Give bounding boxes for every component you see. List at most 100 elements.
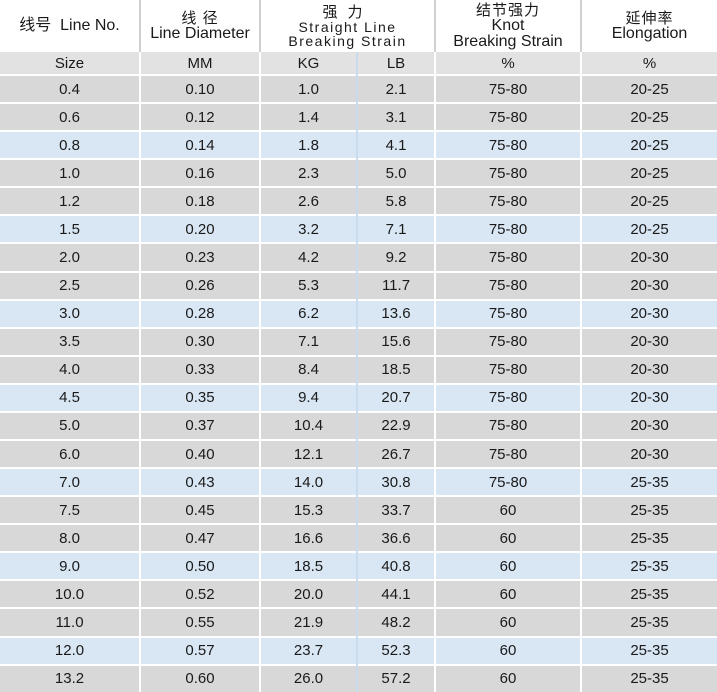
cell-elongation: 25-35 (581, 551, 717, 581)
cell-elongation: 20-25 (581, 214, 717, 244)
cell-knot-strength: 75-80 (435, 270, 582, 300)
cell-knot-strength: 60 (435, 523, 582, 553)
table-row: 0.4 0.10 1.0 2.1 75-80 20-25 (0, 73, 717, 104)
cell-elongation: 20-30 (581, 382, 717, 412)
cell-strength-lb: 2.1 (357, 73, 436, 104)
cell-diameter-mm: 0.18 (140, 186, 261, 216)
cell-knot-strength: 75-80 (435, 382, 582, 412)
cell-diameter-mm: 0.10 (140, 73, 261, 104)
cell-elongation: 25-35 (581, 495, 717, 525)
cell-strength-lb: 5.8 (357, 186, 436, 216)
cell-size: 7.0 (0, 467, 141, 497)
cell-strength-lb: 44.1 (357, 579, 436, 609)
cell-size: 1.0 (0, 158, 141, 188)
table-row: 0.6 0.12 1.4 3.1 75-80 20-25 (0, 102, 717, 132)
cell-knot-strength: 60 (435, 551, 582, 581)
cell-knot-strength: 60 (435, 607, 582, 637)
cell-elongation: 20-30 (581, 354, 717, 384)
cell-elongation: 20-30 (581, 270, 717, 300)
cell-strength-kg: 7.1 (260, 326, 358, 356)
cell-size: 3.5 (0, 326, 141, 356)
cell-strength-lb: 9.2 (357, 242, 436, 272)
unit-mm: MM (140, 52, 261, 75)
cell-elongation: 25-35 (581, 663, 717, 692)
table-row: 1.2 0.18 2.6 5.8 75-80 20-25 (0, 186, 717, 216)
cell-strength-lb: 40.8 (357, 551, 436, 581)
unit-kg: KG (260, 52, 358, 75)
cell-diameter-mm: 0.37 (140, 410, 261, 441)
cell-strength-kg: 2.3 (260, 158, 358, 188)
cell-diameter-mm: 0.50 (140, 551, 261, 581)
cell-knot-strength: 75-80 (435, 467, 582, 497)
header-elong-en: Elongation (611, 24, 688, 42)
table-row: 9.0 0.50 18.5 40.8 60 25-35 (0, 551, 717, 581)
cell-strength-lb: 33.7 (357, 495, 436, 525)
cell-diameter-mm: 0.26 (140, 270, 261, 300)
cell-strength-kg: 9.4 (260, 382, 358, 412)
cell-knot-strength: 60 (435, 663, 582, 692)
units-row: Size MM KG LB % % (0, 52, 717, 75)
cell-knot-strength: 75-80 (435, 439, 582, 469)
header-line-diameter: 线 径 Line Diameter (140, 0, 261, 52)
table-row: 8.0 0.47 16.6 36.6 60 25-35 (0, 523, 717, 553)
cell-elongation: 20-30 (581, 439, 717, 469)
unit-size: Size (0, 52, 141, 75)
cell-knot-strength: 75-80 (435, 410, 582, 441)
header-knot-en-1: Knot (491, 16, 525, 34)
cell-knot-strength: 75-80 (435, 242, 582, 272)
cell-diameter-mm: 0.55 (140, 607, 261, 637)
cell-strength-kg: 1.8 (260, 130, 358, 160)
cell-strength-lb: 13.6 (357, 298, 436, 328)
table-row: 7.5 0.45 15.3 33.7 60 25-35 (0, 495, 717, 525)
header-elongation: 延伸率 Elongation (581, 0, 717, 52)
cell-size: 4.5 (0, 382, 141, 412)
cell-elongation: 25-35 (581, 607, 717, 637)
cell-diameter-mm: 0.52 (140, 579, 261, 609)
cell-diameter-mm: 0.40 (140, 439, 261, 469)
cell-diameter-mm: 0.14 (140, 130, 261, 160)
table-row: 5.0 0.37 10.4 22.9 75-80 20-30 (0, 410, 717, 441)
cell-strength-kg: 4.2 (260, 242, 358, 272)
unit-lb: LB (357, 52, 436, 75)
cell-elongation: 25-35 (581, 467, 717, 497)
cell-strength-lb: 48.2 (357, 607, 436, 637)
table-row: 2.5 0.26 5.3 11.7 75-80 20-30 (0, 270, 717, 300)
cell-elongation: 20-25 (581, 130, 717, 160)
cell-strength-kg: 12.1 (260, 439, 358, 469)
cell-diameter-mm: 0.60 (140, 663, 261, 692)
cell-strength-lb: 15.6 (357, 326, 436, 356)
header-diameter-en: Line Diameter (150, 24, 250, 42)
cell-strength-kg: 10.4 (260, 410, 358, 441)
header-knot-en-2: Breaking Strain (453, 32, 563, 50)
cell-size: 11.0 (0, 607, 141, 637)
header-strength-cn: 强力 (322, 3, 373, 21)
cell-strength-kg: 3.2 (260, 214, 358, 244)
cell-elongation: 20-25 (581, 73, 717, 104)
cell-strength-kg: 6.2 (260, 298, 358, 328)
header-line-no-en: Line No. (60, 17, 120, 34)
cell-size: 10.0 (0, 579, 141, 609)
cell-diameter-mm: 0.47 (140, 523, 261, 553)
header-line-no-cn: 线号 (19, 17, 52, 34)
cell-strength-lb: 30.8 (357, 467, 436, 497)
table-row: 7.0 0.43 14.0 30.8 75-80 25-35 (0, 467, 717, 497)
table-row: 10.0 0.52 20.0 44.1 60 25-35 (0, 579, 717, 609)
cell-strength-kg: 14.0 (260, 467, 358, 497)
cell-elongation: 20-25 (581, 158, 717, 188)
unit-knot-percent: % (435, 52, 582, 75)
cell-size: 13.2 (0, 663, 141, 692)
table-row: 3.0 0.28 6.2 13.6 75-80 20-30 (0, 298, 717, 328)
cell-knot-strength: 60 (435, 579, 582, 609)
cell-strength-lb: 36.6 (357, 523, 436, 553)
cell-strength-lb: 22.9 (357, 410, 436, 441)
cell-strength-kg: 15.3 (260, 495, 358, 525)
table-row: 3.5 0.30 7.1 15.6 75-80 20-30 (0, 326, 717, 356)
header-strength-en-1: Straight Line (298, 18, 397, 35)
cell-size: 5.0 (0, 410, 141, 441)
table-row: 4.0 0.33 8.4 18.5 75-80 20-30 (0, 354, 717, 384)
header-diameter-cn: 线 径 (181, 9, 219, 27)
cell-knot-strength: 60 (435, 495, 582, 525)
cell-strength-lb: 57.2 (357, 663, 436, 692)
table-row: 1.5 0.20 3.2 7.1 75-80 20-25 (0, 214, 717, 244)
cell-size: 0.8 (0, 130, 141, 160)
